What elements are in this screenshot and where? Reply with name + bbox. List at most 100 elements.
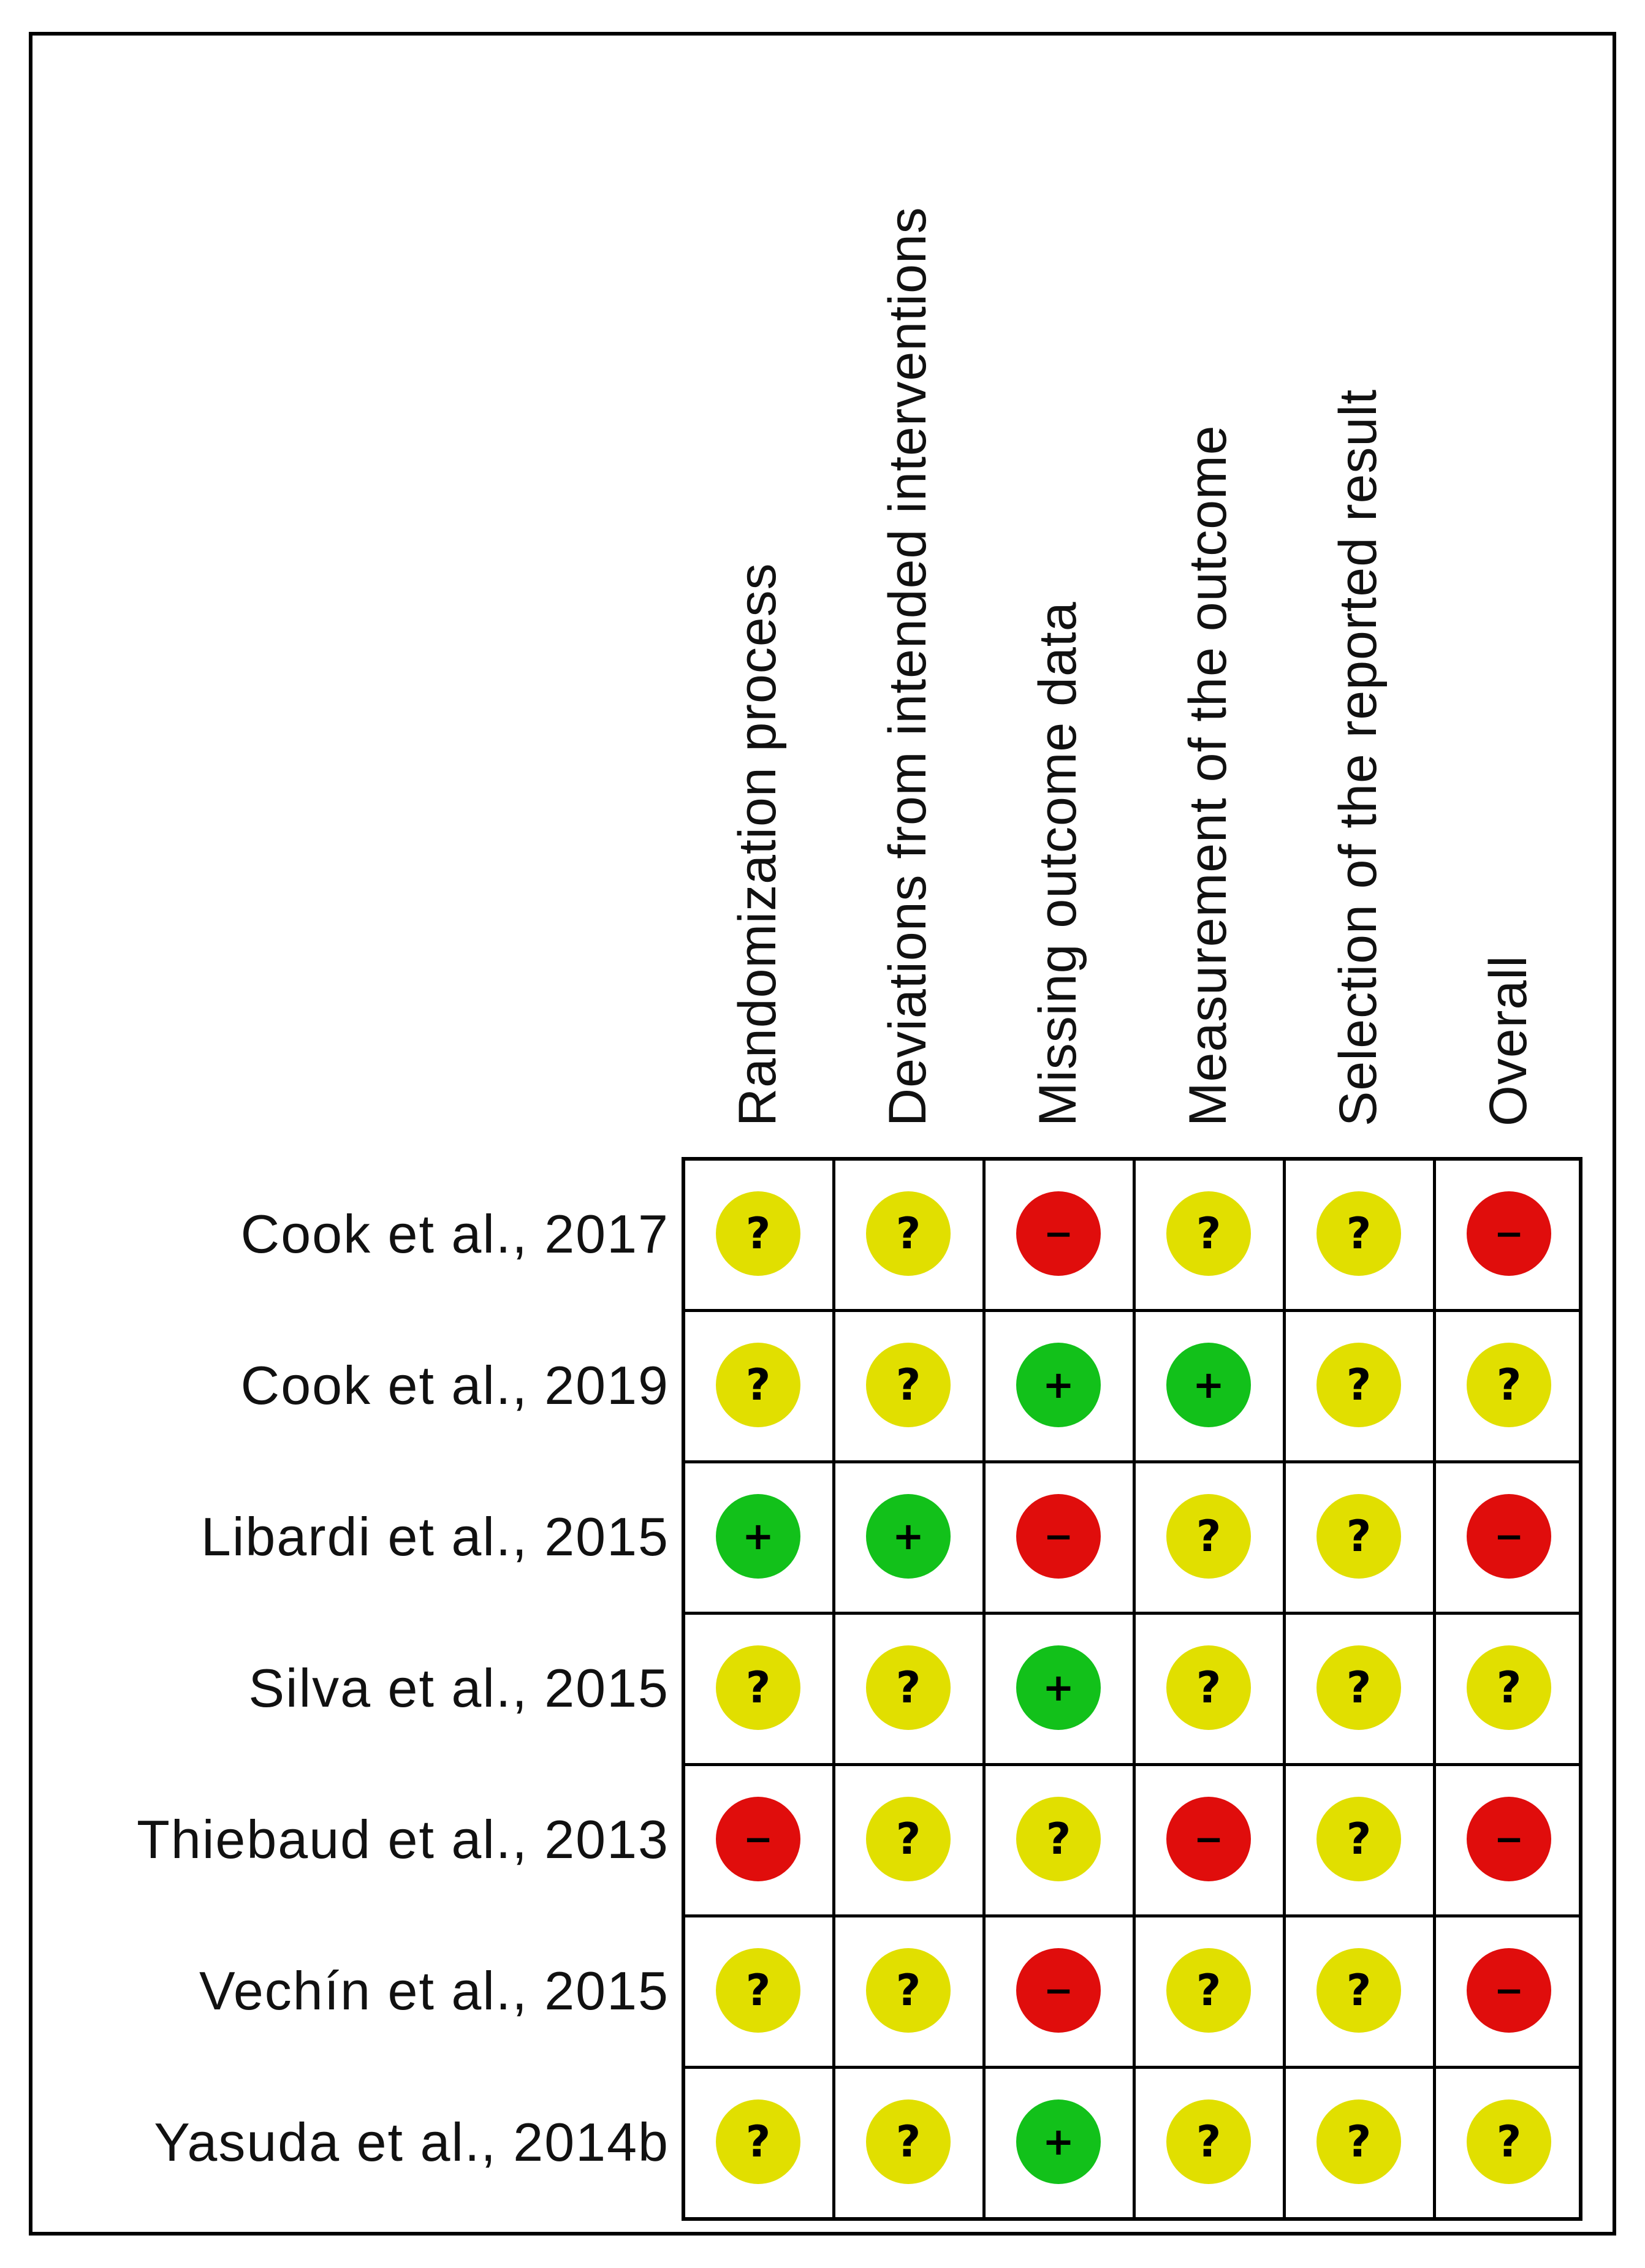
- judgement-cell: ?: [1134, 1462, 1283, 1610]
- study-label: Silva et al., 2015: [248, 1658, 669, 1718]
- judgement-cell: +: [984, 2067, 1133, 2216]
- unclear-risk-icon: ?: [1316, 1191, 1401, 1276]
- judgement-cell: ?: [683, 1613, 833, 1762]
- judgement-cell: ?: [1284, 1310, 1434, 1459]
- high-risk-icon: −: [1016, 1948, 1101, 2033]
- judgement-cell: ?: [1134, 1613, 1283, 1762]
- study-label: Thiebaud et al., 2013: [137, 1809, 669, 1870]
- grid-row-divider: [685, 1460, 1579, 1463]
- judgement-cell: ?: [1284, 1462, 1434, 1610]
- study-label: Libardi et al., 2015: [200, 1506, 669, 1567]
- grid-column-divider: [1133, 1161, 1136, 2217]
- judgement-cell: ?: [1434, 1613, 1584, 1762]
- judgement-cell: −: [1434, 1462, 1584, 1610]
- high-risk-icon: −: [716, 1796, 800, 1881]
- unclear-risk-icon: ?: [866, 1342, 951, 1427]
- judgement-cell: −: [1134, 1764, 1283, 1913]
- judgement-cell: −: [1434, 1764, 1584, 1913]
- study-label: Yasuda et al., 2014b: [154, 2112, 669, 2172]
- judgement-cell: −: [984, 1159, 1133, 1308]
- judgement-cell: ?: [1134, 2067, 1283, 2216]
- judgement-cell: ?: [683, 1159, 833, 1308]
- domain-header-label: Randomization process: [728, 563, 787, 1126]
- grid-row-divider: [685, 2066, 1579, 2069]
- judgement-cell: ?: [834, 1916, 983, 2065]
- unclear-risk-icon: ?: [866, 1796, 951, 1881]
- unclear-risk-icon: ?: [1316, 1645, 1401, 1730]
- grid-row-divider: [685, 1914, 1579, 1917]
- low-risk-icon: +: [1016, 1342, 1101, 1427]
- domain-header-label: Overall: [1479, 955, 1538, 1126]
- judgement-cell: ?: [683, 2067, 833, 2216]
- judgement-cell: +: [834, 1462, 983, 1610]
- judgement-cell: +: [683, 1462, 833, 1610]
- low-risk-icon: +: [716, 1493, 800, 1579]
- unclear-risk-icon: ?: [716, 1342, 800, 1427]
- judgement-cell: ?: [1284, 1764, 1434, 1913]
- grid-column-divider: [1283, 1161, 1286, 2217]
- unclear-risk-icon: ?: [1316, 1948, 1401, 2033]
- grid-row-divider: [685, 1612, 1579, 1615]
- unclear-risk-icon: ?: [866, 1645, 951, 1730]
- unclear-risk-icon: ?: [1316, 1493, 1401, 1579]
- unclear-risk-icon: ?: [1467, 1645, 1551, 1730]
- high-risk-icon: −: [1467, 1191, 1551, 1276]
- judgement-cell: ?: [834, 1764, 983, 1913]
- unclear-risk-icon: ?: [1467, 2099, 1551, 2184]
- low-risk-icon: +: [1016, 2099, 1101, 2184]
- judgement-cell: −: [683, 1764, 833, 1913]
- unclear-risk-icon: ?: [1316, 1342, 1401, 1427]
- high-risk-icon: −: [1016, 1191, 1101, 1276]
- judgement-cell: ?: [1284, 2067, 1434, 2216]
- high-risk-icon: −: [1166, 1796, 1251, 1881]
- judgement-cell: ?: [834, 1310, 983, 1459]
- grid-column-divider: [982, 1161, 986, 2217]
- grid-column-divider: [1433, 1161, 1436, 2217]
- high-risk-icon: −: [1467, 1948, 1551, 2033]
- judgement-cell: ?: [834, 1159, 983, 1308]
- unclear-risk-icon: ?: [1166, 1948, 1251, 2033]
- judgement-cell: −: [1434, 1159, 1584, 1308]
- unclear-risk-icon: ?: [866, 1948, 951, 2033]
- unclear-risk-icon: ?: [716, 1948, 800, 2033]
- study-label: Cook et al., 2017: [240, 1204, 669, 1264]
- judgement-cell: ?: [683, 1310, 833, 1459]
- judgement-cell: ?: [1434, 2067, 1584, 2216]
- high-risk-icon: −: [1467, 1493, 1551, 1579]
- domain-header-label: Deviations from intended interventions: [878, 207, 937, 1126]
- domain-header-label: Measurement of the outcome: [1179, 425, 1237, 1126]
- domain-header-label: Selection of the reported result: [1329, 389, 1388, 1126]
- judgement-cell: ?: [1284, 1159, 1434, 1308]
- domain-header-label: Missing outcome data: [1028, 601, 1087, 1126]
- unclear-risk-icon: ?: [1166, 1493, 1251, 1579]
- unclear-risk-icon: ?: [1016, 1796, 1101, 1881]
- judgement-cell: ?: [984, 1764, 1133, 1913]
- judgement-cell: ?: [834, 2067, 983, 2216]
- judgement-cell: −: [984, 1916, 1133, 2065]
- judgement-cell: ?: [1134, 1916, 1283, 2065]
- unclear-risk-icon: ?: [1467, 1342, 1551, 1427]
- judgement-cell: ?: [834, 1613, 983, 1762]
- judgement-cell: +: [984, 1310, 1133, 1459]
- unclear-risk-icon: ?: [1316, 1796, 1401, 1881]
- risk-of-bias-grid: ?? −?? −?? + +?? + + −?? −?? +??? −?? −? −?? −?? −?? +?…: [682, 1157, 1582, 2221]
- unclear-risk-icon: ?: [1166, 2099, 1251, 2184]
- judgement-cell: +: [1134, 1310, 1283, 1459]
- judgement-cell: ?: [1434, 1310, 1584, 1459]
- judgement-cell: ?: [1134, 1159, 1283, 1308]
- grid-row-divider: [685, 1763, 1579, 1766]
- grid-column-divider: [832, 1161, 835, 2217]
- low-risk-icon: +: [1016, 1645, 1101, 1730]
- grid-row-divider: [685, 1309, 1579, 1312]
- high-risk-icon: −: [1016, 1493, 1101, 1579]
- judgement-cell: ?: [1284, 1613, 1434, 1762]
- judgement-cell: −: [984, 1462, 1133, 1610]
- unclear-risk-icon: ?: [1166, 1645, 1251, 1730]
- unclear-risk-icon: ?: [1166, 1191, 1251, 1276]
- unclear-risk-icon: ?: [716, 1191, 800, 1276]
- study-label: Vechín et al., 2015: [199, 1960, 669, 2021]
- judgement-cell: ?: [683, 1916, 833, 2065]
- unclear-risk-icon: ?: [716, 2099, 800, 2184]
- judgement-cell: +: [984, 1613, 1133, 1762]
- judgement-cell: −: [1434, 1916, 1584, 2065]
